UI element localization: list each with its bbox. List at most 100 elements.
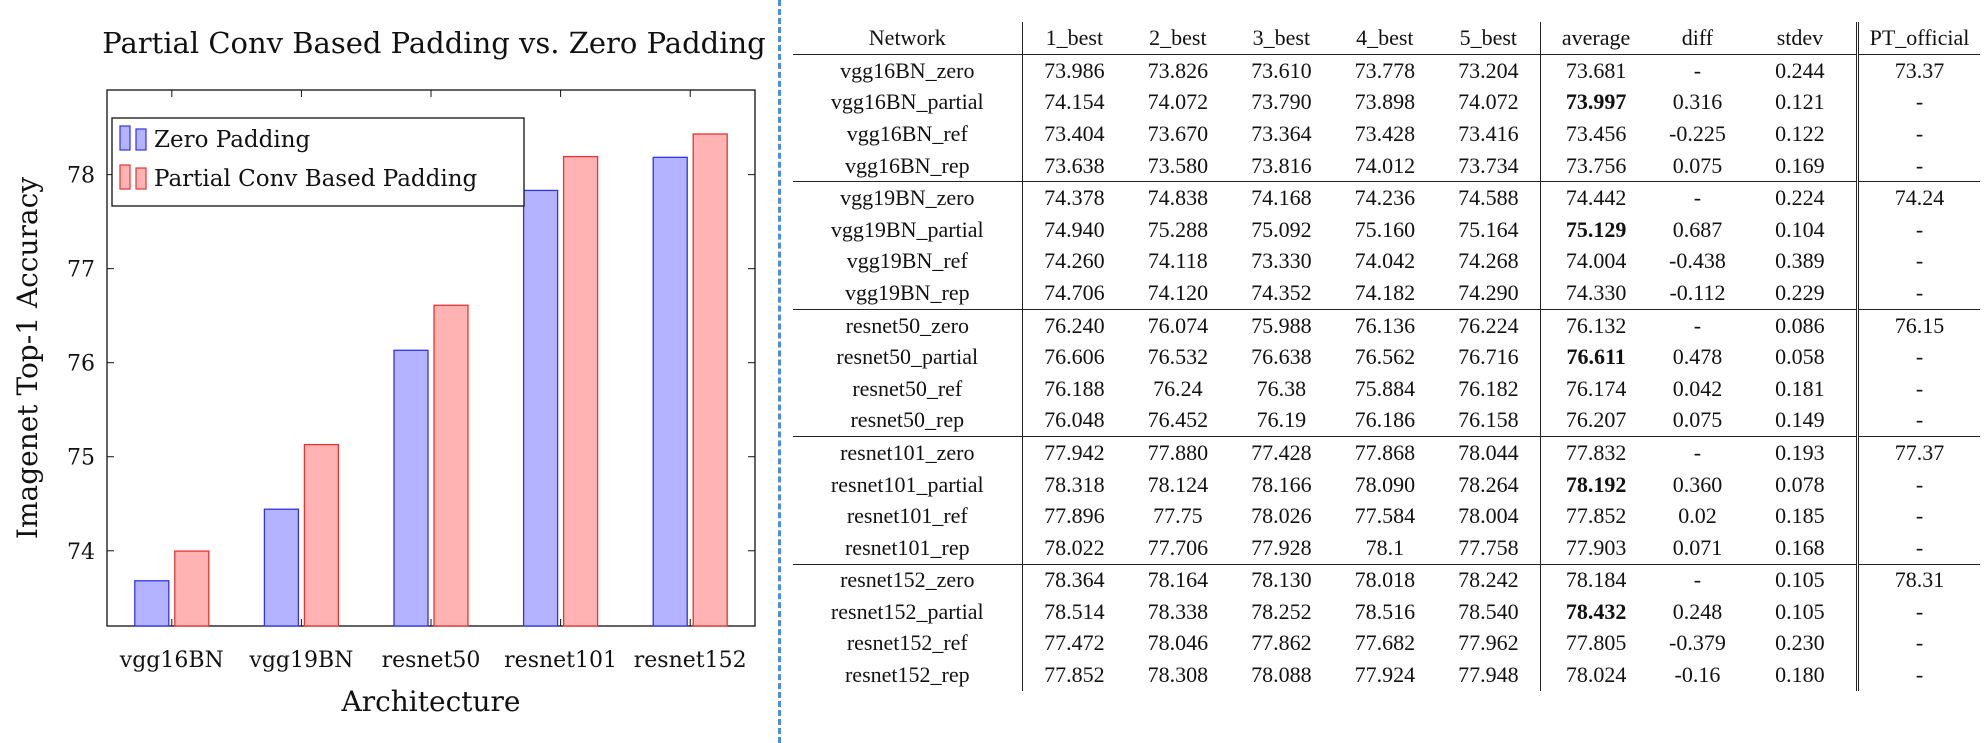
table-cell: -0.112 bbox=[1651, 277, 1744, 310]
y-axis-label: Imagenet Top-1 Accuracy bbox=[11, 177, 44, 539]
table-cell: 0.389 bbox=[1743, 245, 1860, 278]
bar-chart: Partial Conv Based Padding vs. Zero Padd… bbox=[11, 26, 766, 718]
network-name-cell: vgg19BN_partial bbox=[793, 213, 1023, 246]
table-cell: 74.182 bbox=[1333, 277, 1437, 310]
table-cell: 0.248 bbox=[1672, 598, 1723, 624]
network-name-cell: resnet50_ref bbox=[793, 372, 1023, 405]
bar-zero-padding-resnet50 bbox=[393, 349, 429, 627]
table-cell: 0.169 bbox=[1743, 149, 1860, 183]
table-cell: 77.852 bbox=[1044, 662, 1105, 688]
network-name-cell: resnet50_partial bbox=[793, 341, 1023, 373]
table-cell: 0.104 bbox=[1743, 213, 1860, 246]
table-cell: 77.428 bbox=[1251, 439, 1312, 465]
table-cell: - bbox=[1915, 471, 1924, 497]
table-cell: - bbox=[1915, 248, 1924, 274]
table-cell: - bbox=[1693, 185, 1702, 211]
table-cell: 74.118 bbox=[1148, 248, 1208, 274]
table-cell: 0.244 bbox=[1743, 54, 1860, 87]
bar-zero-padding-resnet101 bbox=[522, 189, 559, 627]
network-name-cell: resnet50_rep bbox=[793, 404, 1023, 438]
table-row: vgg16BN_zero 73.986 73.826 73.610 73.778 73.2… bbox=[793, 54, 1980, 87]
table-row: resnet101_partial 78.318 78.124 78.166 78.09… bbox=[793, 468, 1980, 501]
table-cell: - bbox=[1857, 404, 1980, 438]
table-cell: 73.816 bbox=[1229, 149, 1334, 183]
table-cell: 76.224 bbox=[1436, 309, 1542, 342]
table-cell: 74.330 bbox=[1540, 277, 1652, 310]
table-cell: 73.364 bbox=[1251, 120, 1312, 146]
table-cell: 0.230 bbox=[1743, 627, 1860, 660]
network-name-cell: vgg16BN_rep bbox=[793, 149, 1023, 183]
bar-partial-conv-vgg19BN bbox=[303, 443, 340, 627]
table-row: resnet101_ref 77.896 77.75 78.026 77.584 78.0… bbox=[793, 500, 1980, 532]
table-cell: 76.611 bbox=[1566, 344, 1626, 370]
column-header-average: average bbox=[1540, 22, 1652, 55]
table-cell: 77.472 bbox=[1044, 630, 1105, 656]
legend-box bbox=[111, 117, 525, 207]
table-row: resnet152_rep 77.852 78.308 78.088 77.924 77.… bbox=[793, 659, 1980, 691]
table-cell: - bbox=[1915, 503, 1924, 529]
table-cell: 0.478 bbox=[1672, 344, 1723, 370]
table-row: resnet50_ref 76.188 76.24 76.38 75.884 76.182… bbox=[793, 372, 1980, 405]
table-cell: 78.046 bbox=[1147, 630, 1209, 656]
table-cell: - bbox=[1915, 120, 1924, 146]
table-cell: 75.164 bbox=[1436, 213, 1542, 246]
table-cell: 73.456 bbox=[1565, 120, 1627, 146]
bar-zero-padding-resnet152 bbox=[652, 156, 688, 627]
table-cell: 0.042 bbox=[1672, 375, 1723, 401]
table-cell: 74.24 bbox=[1894, 185, 1945, 211]
table-row: resnet152_zero 78.364 78.164 78.130 78.018 78… bbox=[793, 564, 1980, 597]
bar-partial-conv-resnet101 bbox=[562, 155, 599, 627]
table-cell: 0.105 bbox=[1743, 564, 1860, 597]
table-cell: 0.121 bbox=[1743, 86, 1860, 119]
table-row: vgg19BN_zero 74.378 74.838 74.168 74.236 74.5… bbox=[793, 181, 1980, 214]
table-cell: 77.682 bbox=[1354, 630, 1416, 656]
network-name-cell: resnet152_ref bbox=[793, 627, 1023, 660]
table-cell: - bbox=[1693, 57, 1702, 83]
table-cell: 0.122 bbox=[1743, 118, 1860, 150]
legend-swatch-a bbox=[119, 164, 131, 190]
table-cell: 74.352 bbox=[1229, 277, 1334, 310]
y-tick-label: 76 bbox=[67, 352, 95, 377]
table-cell: 76.048 bbox=[1022, 404, 1127, 438]
table-cell: 76.188 bbox=[1044, 375, 1105, 401]
column-header-2-best: 2_best bbox=[1126, 22, 1230, 55]
table-cell: 78.026 bbox=[1251, 503, 1312, 529]
table-cell: 74.042 bbox=[1354, 248, 1416, 274]
table-cell: 78.090 bbox=[1354, 471, 1416, 497]
network-name-cell: resnet101_partial bbox=[793, 468, 1023, 501]
x-tick-label: vgg16BN bbox=[119, 648, 224, 673]
table-cell: 76.24 bbox=[1153, 375, 1203, 401]
table-cell: 76.638 bbox=[1251, 344, 1312, 370]
table-cell: - bbox=[1915, 344, 1924, 370]
bar-partial-conv-resnet50 bbox=[433, 304, 469, 627]
table-row: resnet101_zero 77.942 77.880 77.428 77.868 78… bbox=[793, 436, 1980, 469]
table-cell: 74.236 bbox=[1354, 185, 1416, 211]
column-header-pt-official: PT_official bbox=[1857, 22, 1980, 55]
table-cell: 78.022 bbox=[1022, 531, 1127, 565]
table-cell: 75.092 bbox=[1251, 216, 1312, 242]
table-cell: 78.432 bbox=[1565, 598, 1627, 624]
table-cell: 74.268 bbox=[1436, 245, 1542, 278]
table-cell: 76.207 bbox=[1540, 404, 1652, 438]
table-header-row: Network 1_best 2_best 3_best 4_best 5_best ave… bbox=[793, 22, 1980, 55]
table-cell: 77.942 bbox=[1044, 439, 1105, 465]
table-cell: 76.158 bbox=[1436, 404, 1542, 438]
table-cell: 78.540 bbox=[1436, 596, 1542, 628]
legend-swatch-b bbox=[135, 128, 147, 151]
table-cell: 0.02 bbox=[1678, 503, 1717, 529]
legend-swatch-b bbox=[135, 167, 147, 190]
legend-swatch-a bbox=[119, 125, 131, 151]
table-cell: 77.75 bbox=[1153, 503, 1203, 529]
bar-partial-conv-vgg16BN bbox=[174, 550, 210, 627]
table-cell: 0.181 bbox=[1743, 372, 1860, 405]
network-name-cell: vgg16BN_zero bbox=[793, 54, 1023, 87]
table-cell: 0.185 bbox=[1743, 500, 1860, 532]
table-cell: 74.260 bbox=[1044, 248, 1105, 274]
table-cell: 0.193 bbox=[1743, 436, 1860, 469]
column-header-diff: diff bbox=[1651, 22, 1744, 55]
table-cell: 78.31 bbox=[1894, 567, 1945, 593]
table-cell: 0.078 bbox=[1743, 468, 1860, 501]
results-table-container: Network 1_best 2_best 3_best 4_best 5_best ave… bbox=[793, 22, 1980, 691]
table-cell: 78.166 bbox=[1251, 471, 1312, 497]
table-cell: 73.826 bbox=[1147, 57, 1209, 83]
